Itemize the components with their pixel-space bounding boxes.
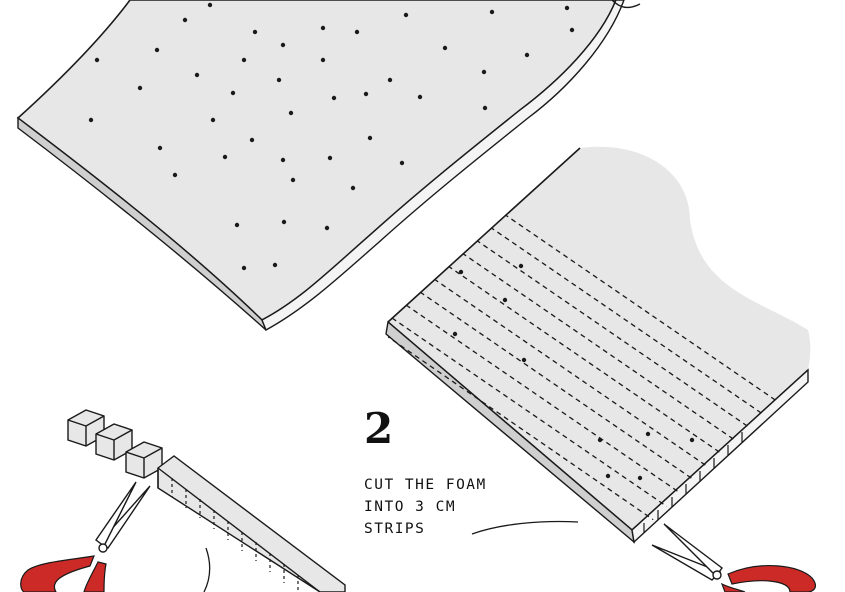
instruction-line: CUT THE FOAM [364, 477, 487, 493]
instruction-line: INTO 3 CM [364, 499, 457, 515]
scissors-icon [20, 481, 151, 592]
instruction-line: STRIPS [364, 521, 426, 537]
foam-cube-icon [67, 409, 163, 479]
leader-line [471, 520, 579, 535]
edge-ticks [643, 432, 743, 533]
leader-line [203, 547, 211, 592]
foam-strip [157, 455, 346, 592]
cut-lines [388, 213, 785, 524]
foam-sheet-marked [385, 146, 811, 544]
step-number: 2 [364, 404, 394, 453]
foam-dots [88, 2, 575, 271]
scissors-icon [651, 523, 816, 592]
foam-sheet-large [16, 0, 641, 331]
step-instruction: CUT THE FOAM INTO 3 CM STRIPS [364, 474, 524, 540]
